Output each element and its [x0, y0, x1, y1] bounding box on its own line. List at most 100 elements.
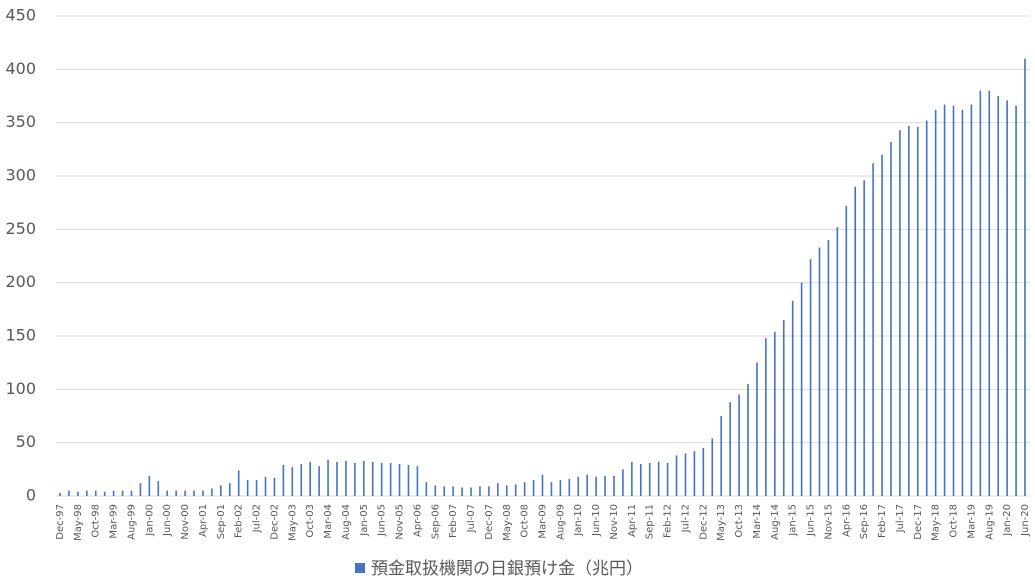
bar: [514, 484, 517, 496]
bar: [997, 96, 999, 496]
bar: [729, 402, 731, 496]
bar: [452, 486, 454, 496]
bar: [461, 487, 463, 496]
bar: [675, 455, 678, 496]
y-tick-label: 50: [16, 432, 36, 451]
bar: [595, 476, 597, 496]
bar: [380, 462, 383, 496]
bar: [1024, 58, 1026, 497]
bar: [336, 461, 338, 496]
x-tick-label: May-18: [931, 504, 942, 541]
bar: [586, 474, 588, 496]
bar: [255, 480, 258, 496]
bar: [139, 483, 142, 496]
x-tick-label: Mar-04: [323, 504, 334, 539]
bar: [863, 180, 865, 496]
bar: [774, 331, 776, 496]
bar: [371, 461, 374, 496]
bar: [952, 105, 955, 496]
legend-swatch: [355, 563, 365, 573]
bar: [362, 460, 365, 496]
y-tick-label: 200: [5, 272, 36, 291]
bar: [479, 486, 481, 496]
bar: [604, 475, 606, 496]
bar: [568, 478, 571, 496]
x-tick-label: Jul-02: [252, 504, 263, 533]
bar: [246, 480, 249, 496]
x-tick-label: Feb-02: [234, 504, 245, 538]
bar: [845, 205, 848, 496]
x-tick-label: Sep-11: [645, 504, 656, 539]
bar: [1006, 100, 1008, 497]
bar: [416, 466, 419, 496]
y-tick-label: 300: [5, 166, 36, 185]
bar: [881, 154, 883, 496]
bar: [318, 466, 320, 496]
y-tick-label: 100: [5, 379, 36, 398]
bar: [908, 125, 910, 496]
bar: [309, 461, 311, 496]
x-tick-label: Jun-05: [377, 504, 388, 537]
x-tick-label: Mar-14: [752, 504, 763, 539]
bar: [166, 490, 169, 496]
x-tick-label: Dec-97: [55, 504, 66, 540]
bar: [300, 464, 303, 496]
bar: [979, 90, 982, 497]
bar: [988, 90, 991, 497]
bar: [738, 394, 740, 496]
bar: [756, 362, 758, 496]
bar: [899, 130, 901, 496]
x-tick-label: Mar-09: [538, 504, 549, 539]
bar: [791, 300, 794, 496]
x-tick-label: Jan-05: [359, 504, 370, 537]
bar: [836, 227, 839, 496]
bar: [327, 459, 329, 496]
x-tick-label: Sep-16: [859, 504, 870, 539]
bar: [639, 464, 642, 496]
bar: [872, 163, 874, 496]
bar: [532, 480, 535, 496]
x-tick-label: Jan-00: [144, 504, 155, 537]
bar: [211, 488, 213, 496]
bar: [925, 120, 928, 497]
bar: [890, 141, 892, 496]
x-tick-label: Sep-06: [430, 504, 441, 539]
bar: [434, 485, 437, 496]
bar: [148, 475, 151, 496]
bar: [228, 483, 231, 496]
x-tick-label: Jan-10: [573, 504, 584, 537]
bar: [175, 490, 177, 496]
x-tick-label: Sep-01: [216, 504, 227, 539]
x-tick-label: Nov-15: [823, 504, 834, 540]
x-tick-label: Dec-02: [269, 504, 280, 540]
x-tick-label: May-98: [73, 504, 84, 541]
bar: [398, 464, 401, 496]
bar: [559, 480, 562, 496]
bar: [765, 338, 767, 496]
bar: [273, 477, 276, 496]
bar: [282, 465, 285, 496]
x-tick-label: Jul-17: [895, 504, 906, 533]
x-tick-label: May-13: [716, 504, 727, 541]
bar: [666, 462, 669, 496]
x-tick-label: Jul-07: [466, 504, 477, 533]
bar: [577, 476, 580, 496]
x-tick-label: Jul-12: [680, 504, 691, 533]
x-tick-label: Mar-19: [966, 504, 977, 539]
x-tick-label: Dec-12: [698, 504, 709, 540]
bar: [648, 462, 651, 496]
bar: [631, 461, 633, 496]
bar: [237, 470, 240, 496]
x-tick-label: Nov-05: [395, 504, 406, 540]
x-tick-label: Feb-12: [663, 504, 674, 538]
bar: [488, 486, 490, 496]
x-tick-label: Jun-20: [1020, 504, 1031, 537]
bar: [523, 482, 526, 496]
x-tick-label: Aug-99: [126, 504, 137, 540]
x-tick-label: Jun-00: [162, 504, 173, 537]
bar: [657, 461, 660, 496]
bar: [291, 467, 294, 496]
x-tick-label: Feb-17: [877, 504, 888, 538]
bar: [747, 384, 749, 496]
bar: [818, 247, 821, 496]
